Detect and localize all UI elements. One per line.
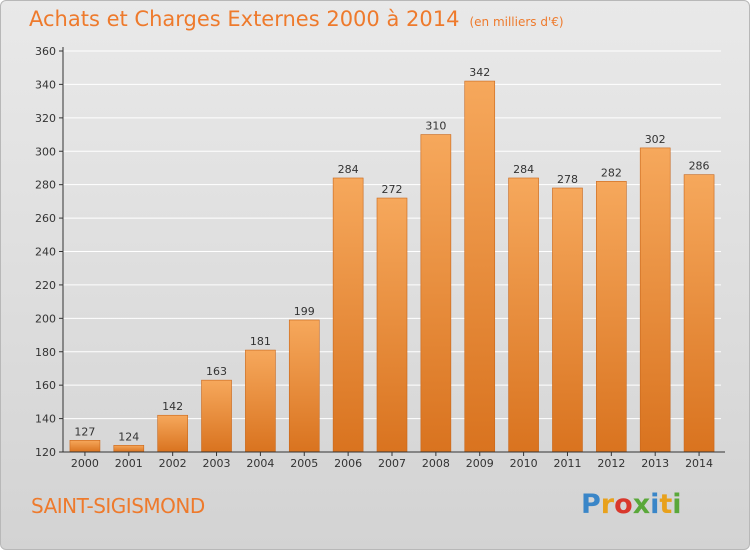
- logo-letter: o: [614, 489, 633, 520]
- x-tick-label: 2001: [115, 457, 143, 470]
- data-label: 284: [338, 163, 359, 176]
- data-label: 127: [74, 425, 95, 438]
- data-label: 181: [250, 335, 271, 348]
- x-tick-label: 2008: [422, 457, 450, 470]
- y-tick-label: 200: [35, 312, 56, 325]
- bar: [201, 379, 232, 453]
- x-tick-label: 2004: [246, 457, 274, 470]
- x-tick-label: 2014: [685, 457, 713, 470]
- x-tick-label: 2011: [553, 457, 581, 470]
- x-tick-label: 2006: [334, 457, 362, 470]
- y-tick-label: 140: [35, 413, 56, 426]
- x-tick-label: 2003: [203, 457, 231, 470]
- location-name: SAINT-SIGISMOND: [31, 494, 205, 518]
- y-tick-label: 260: [35, 212, 56, 225]
- y-tick-label: 320: [35, 112, 56, 125]
- x-tick-label: 2005: [290, 457, 318, 470]
- x-tick-label: 2012: [597, 457, 625, 470]
- bar: [376, 197, 408, 453]
- logo-letter: P: [581, 489, 601, 520]
- logo-letter: x: [632, 489, 651, 520]
- data-label: 284: [513, 163, 534, 176]
- proxiti-logo: Proxiti: [581, 489, 682, 520]
- bar: [639, 147, 671, 453]
- chart-unit: (en milliers d'€): [469, 15, 564, 29]
- y-tick-label: 180: [35, 346, 56, 359]
- y-tick-label: 360: [35, 45, 56, 58]
- y-tick-label: 120: [35, 446, 56, 459]
- data-label: 124: [118, 430, 139, 443]
- data-label: 302: [645, 133, 666, 146]
- y-tick-label: 300: [35, 145, 56, 158]
- bar: [69, 440, 101, 453]
- bar: [464, 80, 496, 453]
- logo-letter: i: [650, 489, 660, 520]
- y-tick-label: 220: [35, 279, 56, 292]
- bar: [420, 134, 452, 453]
- data-label: 278: [557, 173, 578, 186]
- chart-title: Achats et Charges Externes 2000 à 2014 (e…: [29, 7, 564, 31]
- y-tick-label: 340: [35, 78, 56, 91]
- x-tick-label: 2002: [159, 457, 187, 470]
- x-tick-label: 2013: [641, 457, 669, 470]
- x-tick-label: 2010: [510, 457, 538, 470]
- y-tick-label: 160: [35, 379, 56, 392]
- bar: [113, 445, 145, 453]
- bar: [596, 181, 627, 453]
- data-label: 142: [162, 400, 183, 413]
- y-tick-label: 280: [35, 179, 56, 192]
- bar: [288, 319, 320, 453]
- data-label: 310: [425, 120, 446, 133]
- chart-title-text: Achats et Charges Externes 2000 à 2014: [29, 7, 460, 31]
- data-label: 163: [206, 365, 227, 378]
- bars: 127 124 142 163 181 199 284 272 310 342 284 278 282 3…: [69, 66, 715, 453]
- x-tick-label: 2000: [71, 457, 99, 470]
- y-tick-label: 240: [35, 246, 56, 259]
- bar: [683, 174, 715, 453]
- bar: [508, 177, 539, 453]
- logo-letter: i: [672, 489, 682, 520]
- data-label: 286: [689, 160, 710, 173]
- bar: [332, 177, 364, 453]
- bar: [157, 414, 188, 453]
- bar: [552, 187, 583, 453]
- logo-letter: t: [659, 489, 673, 520]
- x-tick-label: 2007: [378, 457, 406, 470]
- bar: [245, 349, 276, 453]
- data-label: 282: [601, 166, 622, 179]
- data-label: 199: [294, 305, 315, 318]
- axes: 120 140 160 180 200 220 240 260 280 300 320 340 360 2…: [35, 45, 725, 470]
- logo-letter: r: [600, 489, 615, 520]
- x-tick-label: 2009: [466, 457, 494, 470]
- data-label: 342: [469, 66, 490, 79]
- data-label: 272: [382, 183, 403, 196]
